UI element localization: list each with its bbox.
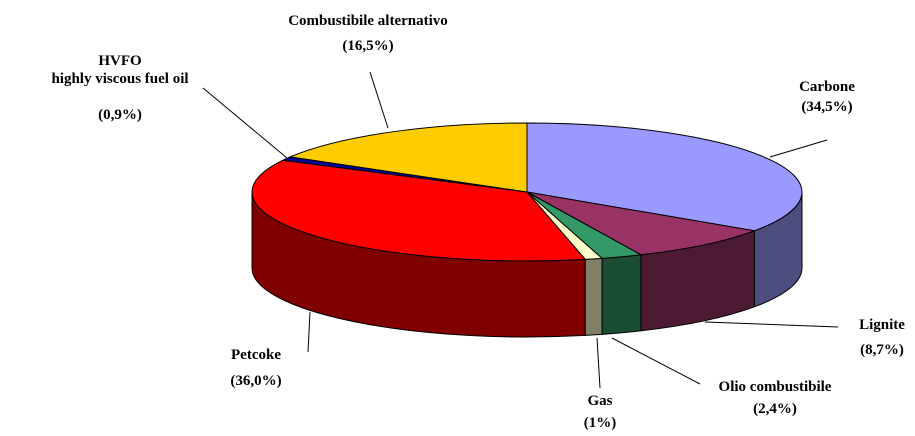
value-label: (0,9%) xyxy=(98,107,142,123)
slice-label: HVFO highly viscous fuel oil xyxy=(51,53,189,87)
value-label: (16,5%) xyxy=(342,38,394,54)
value-label: (34,5%) xyxy=(801,99,853,115)
leader-line xyxy=(611,337,701,385)
leader-line xyxy=(769,139,828,158)
slice-side xyxy=(601,254,642,335)
slice-label: Combustibile alternativo xyxy=(288,13,448,29)
slice-label: Carbone xyxy=(799,79,855,95)
value-label: (8,7%) xyxy=(860,342,904,358)
slice-label: Gas xyxy=(587,393,613,409)
leader-line xyxy=(307,311,311,353)
value-label: (2,4%) xyxy=(753,401,797,417)
value-label: (1%) xyxy=(583,415,617,431)
slice xyxy=(251,159,587,262)
slice xyxy=(526,191,757,256)
slice xyxy=(288,122,528,193)
slice-label: Lignite xyxy=(859,317,905,333)
leader-line xyxy=(369,71,389,129)
leader-line xyxy=(202,87,288,159)
slice-label: Petcoke xyxy=(231,347,281,363)
leader-line xyxy=(596,337,601,389)
leader-line xyxy=(704,321,839,328)
value-label: (36,0%) xyxy=(230,373,282,389)
slice-label: Olio combustibile xyxy=(718,379,832,395)
slice xyxy=(526,122,803,232)
slice-side xyxy=(584,257,603,336)
